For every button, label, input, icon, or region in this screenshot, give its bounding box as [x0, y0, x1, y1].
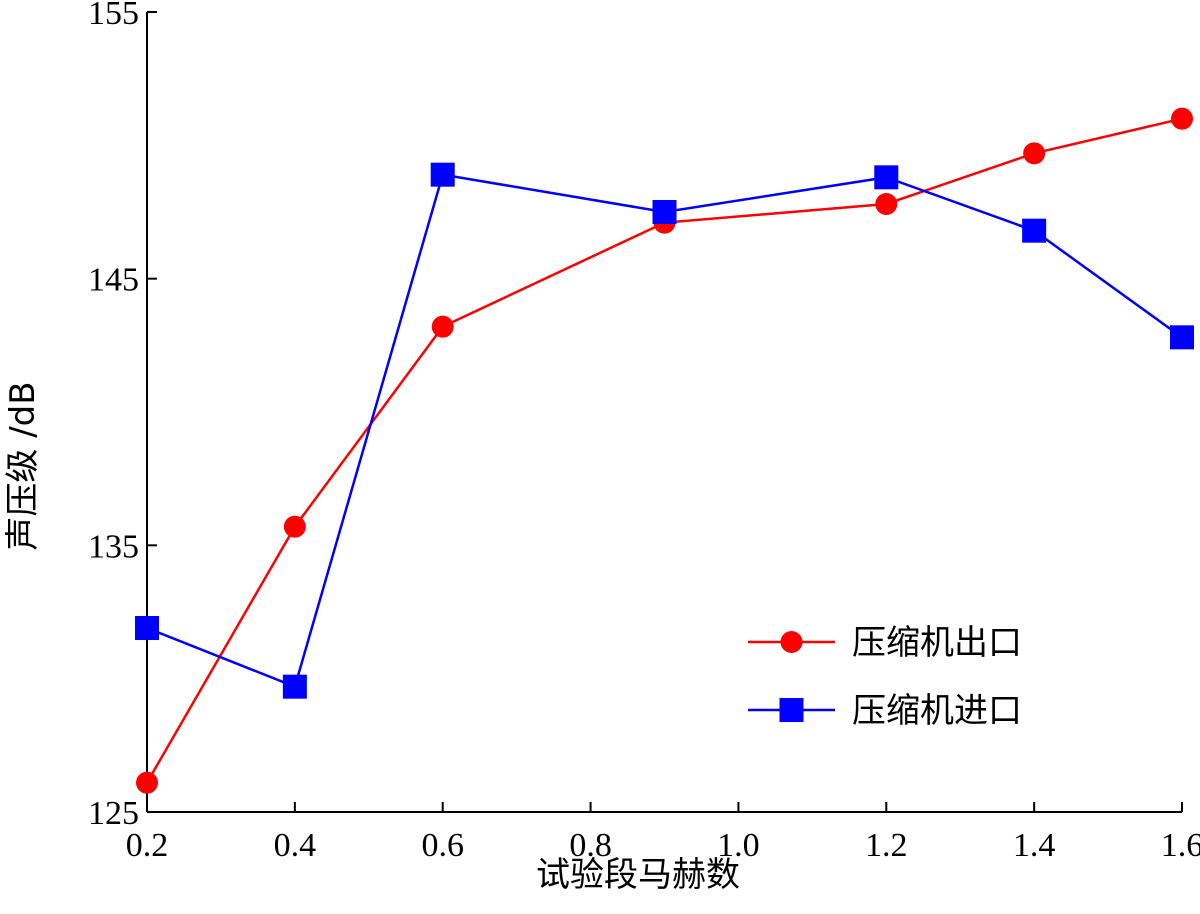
- x-tick-label: 0.6: [421, 827, 464, 864]
- data-point: [430, 162, 455, 187]
- y-axis-title: 声压级 /dB: [3, 381, 43, 550]
- y-tick-label: 125: [88, 795, 139, 832]
- tick-marks: 0.2 0.4 0.6 0.8 1.0 1.2 1.4 1.6 125 135 145 155: [88, 0, 1200, 864]
- data-point: [136, 771, 158, 794]
- series-layer: [135, 107, 1194, 794]
- data-point: [874, 165, 899, 190]
- legend-marker: [780, 631, 803, 653]
- y-tick-label: 155: [88, 0, 139, 32]
- data-point: [135, 616, 159, 640]
- legend-label: 压缩机出口: [852, 623, 1022, 663]
- legend-item: 压缩机出口: [748, 623, 1022, 663]
- data-point: [431, 315, 454, 338]
- x-tick-label: 1.4: [1013, 827, 1056, 864]
- data-point: [652, 200, 677, 224]
- data-point: [1170, 325, 1194, 350]
- y-tick-label: 135: [88, 528, 139, 565]
- y-tick-label: 145: [88, 262, 139, 299]
- data-point: [1022, 218, 1047, 243]
- x-tick-label: 1.6: [1161, 827, 1200, 864]
- data-point: [282, 674, 307, 699]
- data-point: [1023, 142, 1046, 165]
- series-line: [146, 173, 1183, 689]
- x-tick-label: 1.0: [717, 827, 760, 864]
- x-tick-label: 0.4: [274, 827, 317, 864]
- axes: [146, 12, 1182, 813]
- series-2: [135, 162, 1194, 699]
- data-point: [875, 193, 898, 215]
- legend-item: 压缩机进口: [748, 691, 1022, 731]
- legend-label: 压缩机进口: [852, 691, 1022, 731]
- x-tick-label: 0.2: [126, 827, 169, 864]
- x-tick-label: 1.2: [865, 827, 908, 864]
- data-point: [1171, 107, 1193, 130]
- legend-marker: [779, 698, 804, 722]
- x-axis-title: 试验段马赫数: [536, 855, 740, 895]
- data-point: [283, 515, 306, 538]
- x-tick-label: 0.8: [569, 827, 612, 864]
